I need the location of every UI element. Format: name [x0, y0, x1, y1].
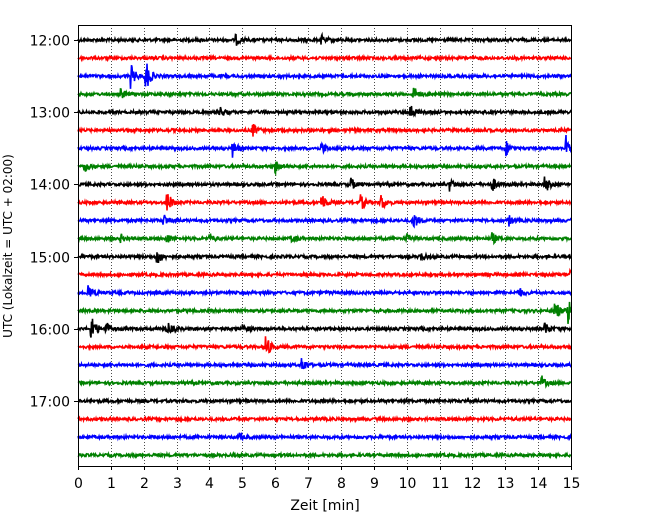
- trace-1445: [77, 232, 572, 246]
- trace-1530: [77, 285, 572, 298]
- trace-1230: [77, 63, 572, 89]
- trace-1515: [77, 267, 572, 280]
- x-tick-label: 2: [140, 476, 149, 492]
- trace-1545: [77, 301, 572, 324]
- trace-1615: [77, 336, 572, 354]
- trace-1715: [77, 414, 572, 424]
- x-tick-label: 7: [304, 476, 313, 492]
- x-tick-label: 6: [271, 476, 280, 492]
- y-axis-title: UTC (Lokalzeit = UTC + 02:00): [1, 154, 15, 338]
- x-axis-title: Zeit [min]: [290, 498, 359, 514]
- x-tick-label: 15: [563, 476, 581, 492]
- trace-1700: [77, 396, 572, 406]
- trace-1430: [77, 214, 572, 229]
- trace-1645: [77, 375, 572, 389]
- trace-1500: [77, 251, 572, 263]
- trace-1345: [77, 161, 572, 177]
- trace-1600: [77, 318, 572, 338]
- trace-1245: [77, 87, 572, 99]
- y-axis: 12:00 13:00 14:00 15:00 16:00 17:00: [30, 34, 78, 411]
- y-tick-label: 17:00: [30, 395, 70, 411]
- x-tick-label: 8: [337, 476, 346, 492]
- y-tick-label: 12:00: [30, 34, 70, 50]
- x-tick-label: 11: [432, 476, 450, 492]
- x-tick-label: 13: [497, 476, 515, 492]
- trace-1400: [77, 176, 572, 192]
- y-tick-label: 15:00: [30, 251, 70, 267]
- x-tick-label: 0: [74, 476, 83, 492]
- y-tick-label: 16:00: [30, 323, 70, 339]
- x-tick-label: 10: [399, 476, 417, 492]
- trace-1215: [77, 53, 572, 63]
- trace-1300: [77, 105, 572, 118]
- x-tick-label: 5: [238, 476, 247, 492]
- trace-1330: [77, 134, 572, 158]
- trace-1745: [77, 450, 572, 460]
- plot-frame: [78, 25, 572, 467]
- x-tick-label: 4: [205, 476, 214, 492]
- x-tick-label: 3: [173, 476, 182, 492]
- y-tick-label: 13:00: [30, 106, 70, 122]
- x-tick-label: 12: [464, 476, 482, 492]
- trace-layer: [77, 31, 572, 460]
- trace-1630: [77, 358, 572, 370]
- x-tick-label: 14: [530, 476, 548, 492]
- trace-1200: [77, 31, 571, 46]
- trace-1315: [77, 123, 572, 137]
- x-tick-label: 9: [370, 476, 379, 492]
- y-tick-label: 14:00: [30, 178, 70, 194]
- trace-1730: [77, 431, 572, 442]
- x-axis: 0 1 2 3 4 5 6 7 8 9 10 11 12 13 14 15: [74, 466, 580, 492]
- trace-1415: [77, 194, 572, 211]
- x-tick-label: 1: [107, 476, 116, 492]
